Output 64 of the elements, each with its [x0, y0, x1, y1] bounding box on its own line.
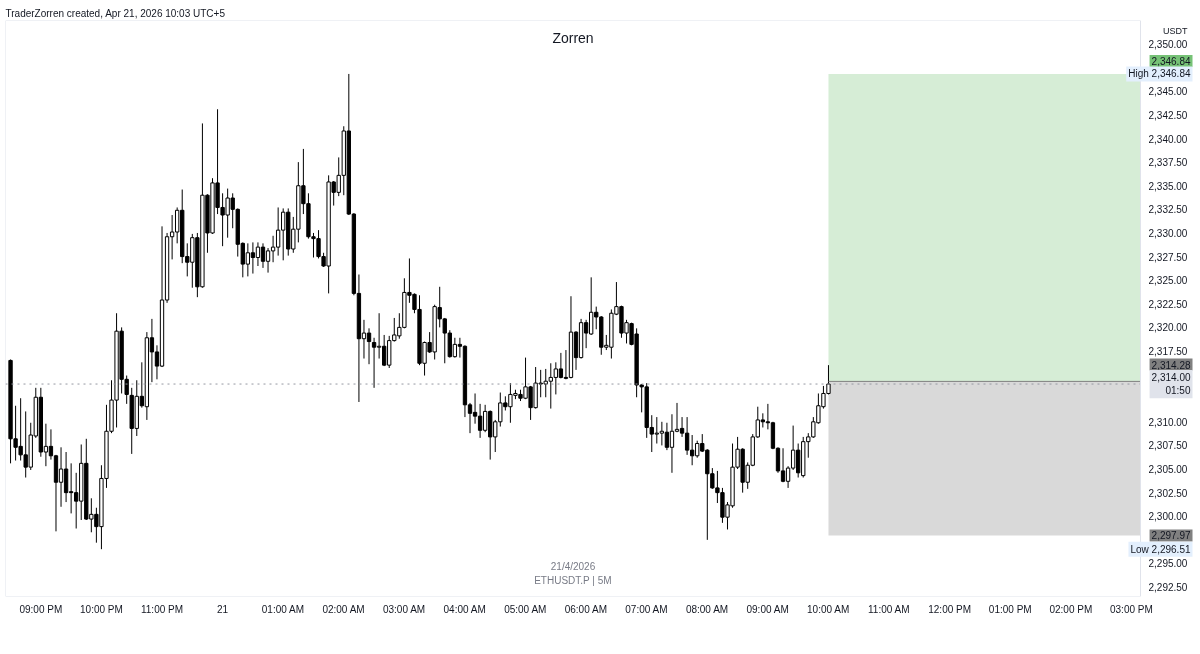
ref-line-label: 2,314.28: [1151, 359, 1191, 371]
candlestick: [669, 413, 675, 474]
x-tick-label: 08:00 AM: [685, 603, 729, 615]
x-tick-label: 06:00 AM: [564, 603, 607, 615]
x-tick-label: 01:00 PM: [988, 603, 1032, 615]
x-tick-label: 03:00 AM: [382, 603, 426, 615]
x-tick-label: 02:00 PM: [1049, 603, 1093, 615]
y-tick-label: 2,300.00: [1148, 511, 1188, 523]
x-tick-label: 01:00 AM: [261, 603, 305, 615]
candlestick: [260, 242, 266, 269]
y-tick-label: 2,335.00: [1148, 180, 1188, 192]
x-tick-label: 11:00 PM: [140, 603, 184, 615]
annotation: 21/4/2026: [550, 561, 596, 572]
x-tick-label: 04:00 AM: [443, 603, 486, 615]
y-tick-label: 2,292.50: [1148, 582, 1188, 594]
candlestick: [477, 403, 483, 439]
x-tick-label: 05:00 AM: [504, 603, 547, 615]
candlestick: [780, 447, 786, 483]
annotation: High 2,346.84: [1128, 68, 1191, 80]
y-tick-label: 2,317.50: [1148, 345, 1188, 357]
annotation: Low 2,296.51: [1130, 543, 1191, 555]
candlestick: [63, 451, 69, 503]
candlestick: [255, 241, 261, 267]
text: TraderZorren created, Apr 21, 2026 10:03 UTC+5: [5, 7, 226, 19]
candlestick: [371, 337, 377, 389]
x-tick-label: 10:00 PM: [80, 603, 123, 615]
candlestick: [58, 446, 64, 508]
x-tick-label: 09:00 PM: [19, 603, 63, 615]
y-tick-label: 2,305.00: [1148, 464, 1188, 476]
band-label: 2,297.97: [1151, 530, 1191, 542]
x-tick-label: 09:00 AM: [746, 603, 789, 615]
y-tick-label: 2,345.00: [1148, 86, 1188, 98]
y-tick-label: 2,330.00: [1148, 227, 1188, 239]
candlestick: [558, 352, 564, 379]
y-axis-title: USDT: [1163, 25, 1188, 36]
candlestick: [265, 247, 271, 274]
x-tick-label: 21: [217, 603, 229, 615]
y-tick-label: 2,342.50: [1148, 109, 1188, 121]
y-tick-label: 2,310.00: [1148, 416, 1188, 428]
x-tick-label: 11:00 AM: [868, 603, 910, 615]
text: Zorren: [552, 29, 594, 46]
candlestick: [250, 241, 256, 275]
y-tick-label: 2,327.50: [1148, 251, 1188, 263]
y-tick-label: 2,340.00: [1148, 133, 1188, 145]
y-tick-label: 2,325.00: [1148, 275, 1188, 287]
ref-line-label: 2,314.00 01:50: [1151, 371, 1191, 397]
candlestick: [684, 416, 690, 456]
y-tick-label: 2,322.50: [1148, 298, 1188, 310]
y-tick-label: 2,320.00: [1148, 322, 1188, 334]
candlestick: [366, 327, 372, 365]
y-tick-label: 2,332.50: [1148, 204, 1188, 216]
y-tick-label: 2,307.50: [1148, 440, 1188, 452]
annotation: ETHUSDT.P | 5M: [534, 575, 612, 586]
y-tick-label: 2,337.50: [1148, 157, 1188, 169]
x-tick-label: 12:00 PM: [928, 603, 972, 615]
band-label: 2,346.84: [1151, 55, 1191, 67]
y-tick-label: 2,302.50: [1148, 487, 1188, 499]
x-tick-label: 02:00 AM: [322, 603, 365, 615]
x-tick-label: 07:00 AM: [625, 603, 668, 615]
x-tick-label: 03:00 PM: [1110, 603, 1153, 615]
x-tick-label: 10:00 AM: [807, 603, 850, 615]
y-tick-label: 2,295.00: [1148, 558, 1188, 570]
y-tick-label: 2,350.00: [1148, 39, 1188, 51]
candlestick: [664, 422, 670, 451]
